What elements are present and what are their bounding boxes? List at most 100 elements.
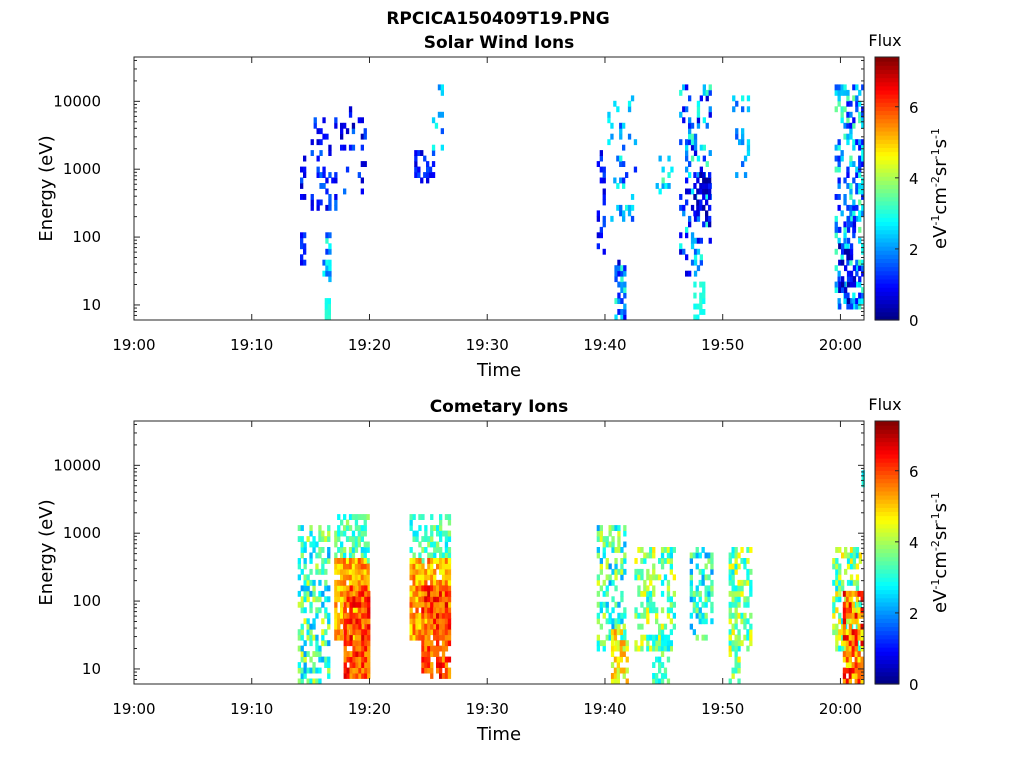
heatmap-cell bbox=[688, 221, 692, 228]
heatmap-cell bbox=[409, 519, 413, 526]
heatmap-cell bbox=[367, 634, 371, 641]
heatmap-cell bbox=[625, 667, 629, 674]
heatmap-cell bbox=[855, 574, 860, 581]
heatmap-cell bbox=[354, 585, 359, 592]
heatmap-cell bbox=[312, 662, 316, 668]
heatmap-cell bbox=[611, 536, 615, 542]
heatmap-cell bbox=[731, 623, 735, 630]
heatmap-cell bbox=[303, 558, 307, 564]
heatmap-cell bbox=[447, 558, 452, 564]
heatmap-cell bbox=[349, 601, 353, 608]
heatmap-cell bbox=[737, 612, 741, 619]
heatmap-cell bbox=[846, 298, 851, 304]
heatmap-cell bbox=[334, 629, 338, 636]
heatmap-cell bbox=[658, 623, 662, 630]
heatmap-cell bbox=[846, 579, 851, 586]
heatmap-cell bbox=[838, 243, 842, 250]
heatmap-cell bbox=[337, 618, 341, 625]
heatmap-cell bbox=[608, 579, 612, 586]
heatmap-cell bbox=[321, 601, 325, 608]
heatmap-cell bbox=[616, 204, 620, 211]
heatmap-cell bbox=[348, 111, 353, 118]
heatmap-cell bbox=[698, 568, 702, 575]
heatmap-cell bbox=[860, 667, 864, 674]
heatmap-cell bbox=[337, 558, 341, 564]
heatmap-cell bbox=[361, 667, 365, 674]
heatmap-cell bbox=[309, 590, 313, 597]
heatmap-cell bbox=[421, 662, 425, 668]
heatmap-cell bbox=[695, 607, 699, 614]
heatmap-cell bbox=[855, 547, 860, 553]
colorbar-step bbox=[875, 605, 899, 611]
heatmap-cell bbox=[340, 618, 344, 625]
heatmap-cell bbox=[367, 645, 371, 652]
colorbar-step bbox=[875, 560, 899, 566]
heatmap-cell bbox=[439, 662, 443, 668]
heatmap-cell bbox=[693, 270, 698, 277]
heatmap-cell bbox=[622, 623, 626, 630]
heatmap-cell bbox=[619, 177, 623, 184]
heatmap-cell bbox=[849, 188, 853, 195]
heatmap-cell bbox=[832, 629, 836, 636]
heatmap-cell bbox=[852, 607, 857, 614]
colorbar-step bbox=[875, 462, 899, 467]
heatmap-cell bbox=[367, 662, 371, 668]
heatmap-cell bbox=[325, 270, 329, 277]
heatmap-cell bbox=[312, 590, 316, 597]
heatmap-cell bbox=[617, 270, 621, 277]
heatmap-cell bbox=[699, 204, 703, 211]
heatmap-cell bbox=[306, 536, 310, 542]
colorbar-step bbox=[875, 577, 899, 582]
heatmap-cell bbox=[640, 645, 644, 652]
heatmap-cell bbox=[315, 607, 319, 614]
heatmap-cell bbox=[614, 525, 618, 531]
heatmap-cell bbox=[424, 623, 428, 630]
heatmap-cell bbox=[734, 596, 738, 603]
heatmap-cell bbox=[690, 237, 695, 244]
heatmap-cell bbox=[430, 590, 434, 597]
heatmap-cell bbox=[322, 183, 326, 189]
heatmap-cell bbox=[337, 585, 341, 592]
heatmap-cell bbox=[655, 640, 659, 647]
heatmap-cell bbox=[849, 547, 854, 553]
heatmap-cell bbox=[731, 552, 735, 559]
heatmap-cell bbox=[364, 651, 368, 657]
heatmap-cell bbox=[861, 106, 865, 113]
heatmap-cell bbox=[696, 199, 700, 206]
heatmap-cell bbox=[619, 645, 623, 652]
heatmap-cell bbox=[415, 563, 419, 570]
heatmap-cell bbox=[351, 585, 356, 592]
heatmap-cell bbox=[660, 547, 665, 553]
heatmap-cell bbox=[300, 645, 304, 652]
heatmap-cell bbox=[596, 552, 600, 559]
heatmap-cell bbox=[622, 215, 626, 222]
heatmap-cell bbox=[357, 525, 361, 531]
heatmap-cell bbox=[316, 199, 320, 206]
colorbar-step bbox=[875, 655, 899, 660]
heatmap-cell bbox=[358, 596, 362, 603]
heatmap-cell bbox=[707, 552, 711, 559]
heatmap-cell bbox=[848, 640, 852, 647]
heatmap-cell bbox=[346, 651, 350, 657]
heatmap-cell bbox=[682, 84, 686, 91]
colorbar-step bbox=[875, 139, 899, 144]
heatmap-cell bbox=[412, 558, 416, 564]
heatmap-cell bbox=[351, 128, 356, 135]
heatmap-cell bbox=[607, 117, 611, 124]
heatmap-cell bbox=[834, 287, 838, 293]
heatmap-cell bbox=[355, 601, 359, 608]
heatmap-cell bbox=[835, 607, 839, 614]
heatmap-cell bbox=[437, 84, 442, 91]
heatmap-cell bbox=[361, 673, 365, 679]
heatmap-cell bbox=[835, 579, 839, 586]
colorbar-step bbox=[875, 311, 899, 317]
heatmap-cell bbox=[834, 232, 838, 239]
heatmap-cell bbox=[337, 590, 341, 597]
heatmap-cell bbox=[623, 612, 627, 619]
heatmap-cell bbox=[444, 645, 449, 652]
heatmap-cell bbox=[835, 596, 839, 603]
heatmap-cell bbox=[696, 106, 701, 113]
heatmap-cell bbox=[845, 662, 850, 668]
heatmap-cell bbox=[310, 199, 314, 206]
heatmap-cell bbox=[842, 651, 847, 657]
